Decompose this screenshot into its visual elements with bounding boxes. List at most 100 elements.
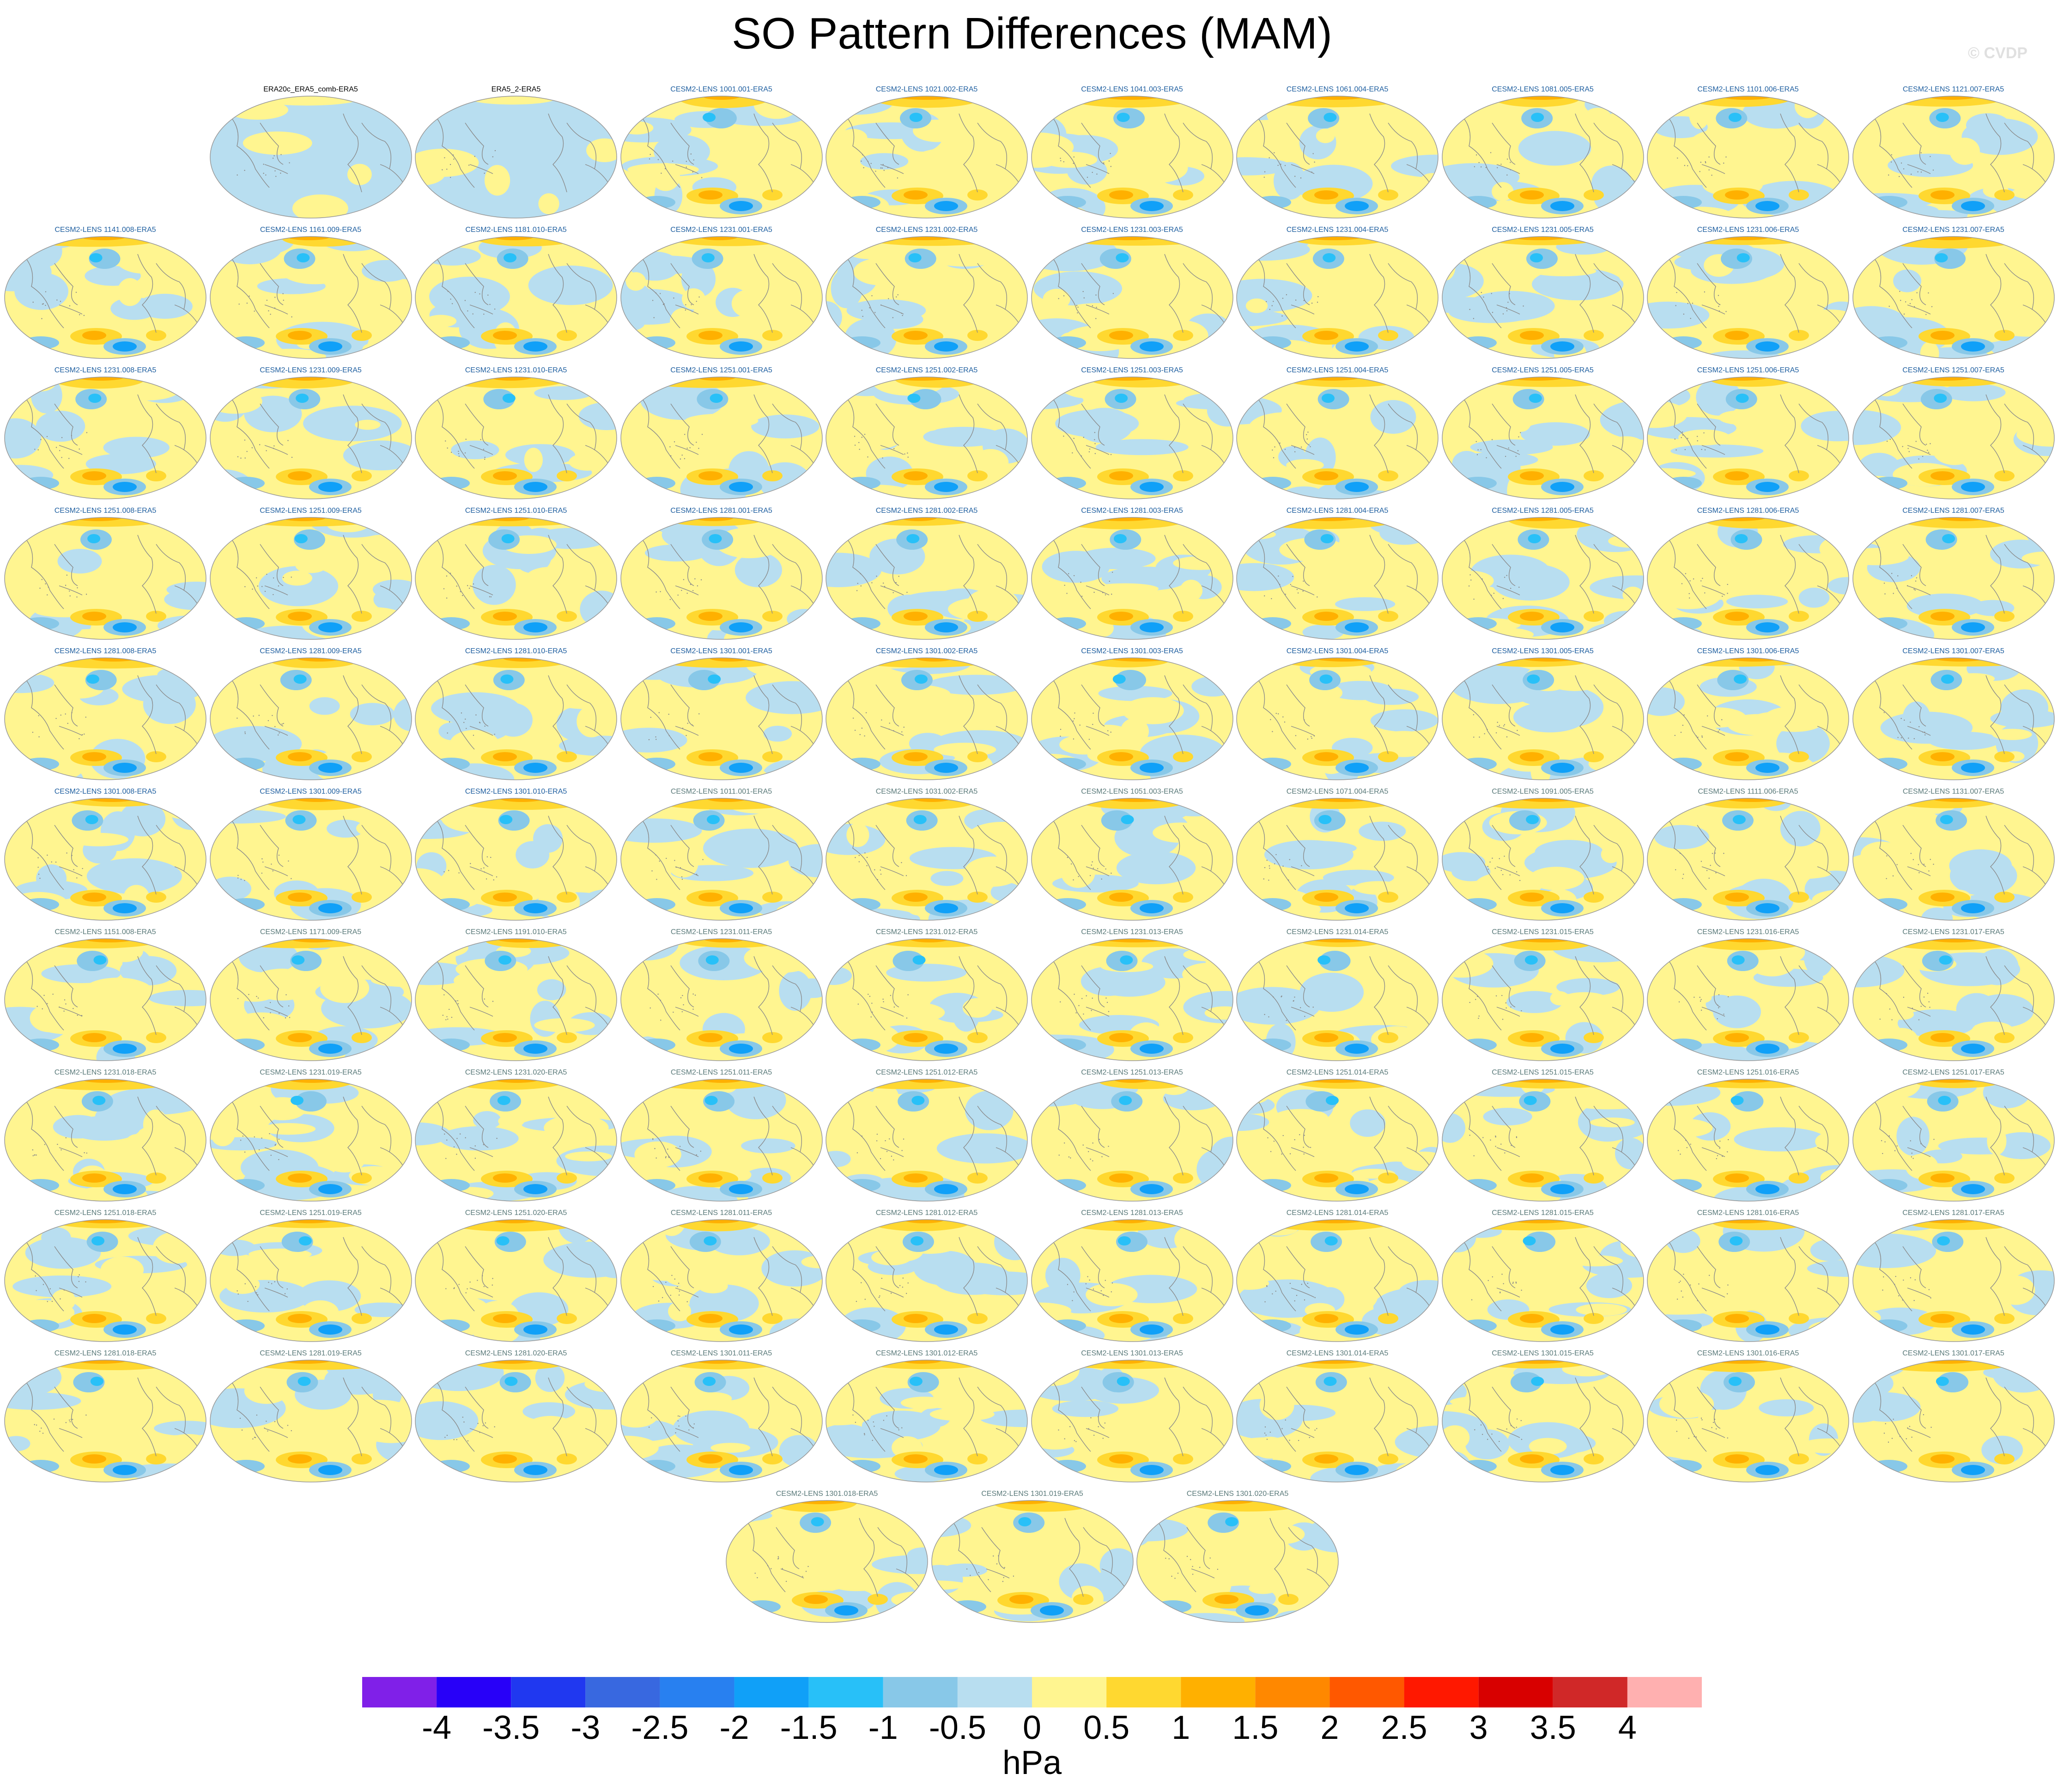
anomaly-patch <box>1311 290 1352 320</box>
anomaly-patch <box>22 758 59 771</box>
global-map <box>415 798 617 921</box>
anomaly-patch <box>415 96 447 101</box>
global-map <box>1441 236 1644 359</box>
coastline <box>1286 544 1310 586</box>
global-map <box>620 1219 823 1342</box>
coastline <box>261 1137 262 1139</box>
anomaly-patch <box>493 1033 517 1042</box>
coastline <box>1817 304 1841 324</box>
global-map <box>1441 798 1644 921</box>
map-border <box>1236 798 1439 921</box>
anomaly-patch <box>1736 253 1750 262</box>
coastline <box>997 1555 999 1557</box>
coastline <box>890 1293 892 1294</box>
coastline <box>959 675 978 754</box>
anomaly-patch <box>929 1407 995 1421</box>
coastline <box>465 684 489 727</box>
anomaly-patch <box>911 1096 925 1105</box>
anomaly-patch <box>8 342 31 358</box>
coastline <box>56 299 58 301</box>
anomaly-patch <box>534 1018 595 1033</box>
coastline <box>463 722 465 723</box>
coastline <box>492 156 493 158</box>
anomaly-patch <box>913 815 927 824</box>
coastline <box>880 1428 904 1438</box>
panel-title: CESM2-LENS 1251.019-ERA5 <box>260 1209 362 1217</box>
anomaly-patch <box>900 1397 948 1409</box>
global-map <box>1852 1079 2055 1202</box>
map-panel: CESM2-LENS 1081.005-ERA5 <box>1441 85 1645 224</box>
coastline <box>1074 712 1075 714</box>
coastline <box>1111 594 1112 595</box>
coastline <box>1700 1009 1702 1011</box>
coastline <box>1491 122 1515 165</box>
map-border <box>826 377 1028 499</box>
coastline <box>1700 580 1702 582</box>
coastline <box>905 875 907 876</box>
coastline <box>1701 1007 1725 1017</box>
coastline <box>675 1428 698 1438</box>
coastline <box>1485 457 1487 459</box>
coastline <box>244 586 246 588</box>
anomaly-patch <box>910 389 941 409</box>
coastline <box>59 450 61 451</box>
anomaly-patch <box>839 770 865 780</box>
anomaly-patch <box>1442 263 1484 299</box>
coastline <box>671 1275 673 1276</box>
anomaly-patch <box>1725 1314 1749 1323</box>
coastline <box>1064 1438 1065 1440</box>
coastline <box>1502 1283 1504 1284</box>
coastline <box>1700 162 1702 163</box>
coastline <box>1311 303 1313 304</box>
coastline <box>1612 1288 1636 1307</box>
coastline <box>1719 304 1720 305</box>
anomaly-patch <box>70 1142 119 1153</box>
anomaly-patch <box>694 1360 739 1364</box>
coastline <box>1510 1006 1512 1008</box>
coastline <box>1888 174 1889 176</box>
map-border <box>1852 96 2055 219</box>
coastline <box>681 454 683 456</box>
anomaly-patch <box>638 1179 675 1192</box>
map-border <box>1647 96 1849 219</box>
anomaly-patch <box>1470 439 1553 455</box>
anomaly-patch <box>1314 1033 1338 1042</box>
anomaly-patch <box>252 96 361 106</box>
coastline <box>227 1096 269 1171</box>
coastline <box>1886 993 1887 995</box>
coastline <box>57 1143 58 1145</box>
map-border <box>826 938 1028 1061</box>
coastline <box>1273 457 1275 458</box>
coastline <box>137 956 157 1035</box>
anomaly-patch <box>1237 563 1294 591</box>
anomaly-patch <box>1506 991 1563 1013</box>
coastline <box>1477 449 1479 450</box>
coastline <box>65 1422 67 1423</box>
anomaly-patch <box>1930 1173 1955 1183</box>
anomaly-patch <box>1714 377 1768 381</box>
anomaly-patch <box>1961 622 1985 632</box>
anomaly-patch <box>557 751 577 762</box>
anomaly-patch <box>1870 1319 1907 1332</box>
anomaly-patch <box>967 1172 988 1184</box>
coastline <box>1664 675 1707 750</box>
anomaly-patch <box>735 552 782 588</box>
coastline <box>380 1007 404 1026</box>
anomaly-patch <box>1320 534 1334 543</box>
anomaly-patch <box>292 194 348 218</box>
coastline <box>380 304 404 324</box>
global-map <box>1647 938 1849 1061</box>
coastline <box>1316 1428 1317 1429</box>
anomaly-patch <box>634 1141 681 1168</box>
anomaly-patch <box>1276 841 1357 856</box>
anomaly-patch <box>904 331 928 340</box>
anomaly-patch <box>1725 190 1749 200</box>
anomaly-patch <box>770 874 801 892</box>
coastline <box>1459 956 1501 1031</box>
coastline <box>860 585 862 587</box>
anomaly-patch <box>1154 1600 1191 1613</box>
anomaly-patch <box>638 477 675 490</box>
global-map <box>1031 1219 1233 1342</box>
coastline <box>41 318 42 319</box>
coastline <box>782 1568 783 1569</box>
